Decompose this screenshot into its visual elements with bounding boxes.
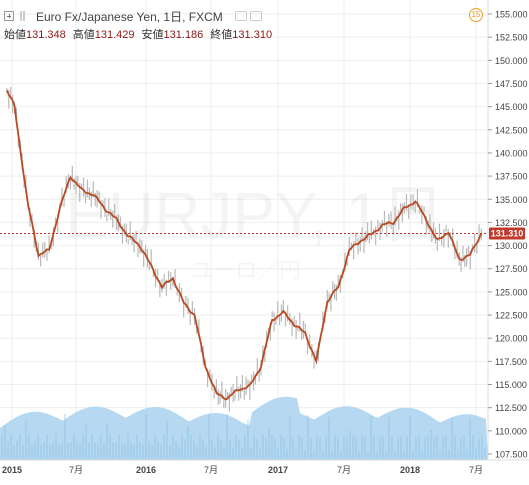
last-price-badge-bg bbox=[489, 227, 525, 240]
price-tick-label: 155.000 bbox=[495, 10, 528, 20]
time-tick-label: 7月 bbox=[469, 465, 483, 475]
price-tick-label: 130.000 bbox=[495, 241, 528, 251]
price-line bbox=[6, 90, 483, 401]
chart-header: Euro Fx/Japanese Yen, 1日, FXCM 始値131.348… bbox=[0, 0, 529, 44]
price-tick-label: 142.500 bbox=[495, 125, 528, 135]
symbol-title[interactable]: Euro Fx/Japanese Yen, 1日, FXCM bbox=[36, 9, 223, 24]
time-tick-label: 7月 bbox=[204, 465, 218, 475]
price-tick-label: 135.000 bbox=[495, 195, 528, 205]
time-tick-label: 2017 bbox=[268, 465, 288, 475]
time-tick-label: 7月 bbox=[69, 465, 83, 475]
price-tick-label: 132.500 bbox=[495, 218, 528, 228]
price-tick-label: 122.500 bbox=[495, 311, 528, 321]
price-tick-label: 125.000 bbox=[495, 287, 528, 297]
watermark-description: ユーロ／円 bbox=[191, 258, 301, 283]
ohlc-open: 始値131.348 bbox=[4, 29, 66, 41]
price-tick-label: 147.500 bbox=[495, 79, 528, 89]
price-tick-label: 120.000 bbox=[495, 334, 528, 344]
price-tick-label: 107.500 bbox=[495, 450, 528, 460]
price-tick-label: 145.000 bbox=[495, 102, 528, 112]
price-axis[interactable]: 155.000 152.500 150.000 147.500 145.000 142.5… bbox=[488, 10, 528, 460]
ohlc-row: 始値131.348 高値131.429 安値131.186 終値131.310 bbox=[4, 26, 272, 42]
clock-icon[interactable]: 15 bbox=[469, 8, 483, 22]
ohlc-low: 安値131.186 bbox=[141, 29, 204, 41]
ohlc-close: 終値131.310 bbox=[210, 29, 273, 41]
last-price-badge: 131.310 bbox=[489, 227, 525, 240]
eye-toggle-icon[interactable] bbox=[234, 11, 247, 21]
time-tick-label: 2016 bbox=[136, 465, 156, 475]
price-tick-label: 150.000 bbox=[495, 56, 528, 66]
price-tick-label: 110.000 bbox=[495, 426, 527, 436]
price-tick-label: 152.500 bbox=[495, 33, 528, 43]
price-tick-label: 112.500 bbox=[495, 403, 527, 413]
watermark: EURJPY, 1日 ユーロ／円 bbox=[65, 179, 444, 283]
header-title-row: Euro Fx/Japanese Yen, 1日, FXCM bbox=[4, 8, 262, 24]
price-tick-label: 140.000 bbox=[495, 148, 528, 158]
drag-handle-icon[interactable] bbox=[20, 11, 30, 21]
settings-toggle-icon[interactable] bbox=[249, 11, 262, 21]
price-line-layer bbox=[6, 90, 483, 401]
time-tick-label: 7月 bbox=[337, 465, 351, 475]
ohlc-high: 高値131.429 bbox=[72, 29, 135, 41]
header-toggles bbox=[234, 11, 262, 21]
time-axis[interactable]: 2015 7月 2016 7月 2017 7月 2018 7月 bbox=[2, 465, 483, 475]
expand-icon[interactable] bbox=[4, 11, 14, 21]
time-tick-label: 2018 bbox=[400, 465, 420, 475]
price-tick-label: 127.500 bbox=[495, 264, 528, 274]
volume-area bbox=[0, 396, 488, 460]
last-price-value: 131.310 bbox=[491, 228, 524, 238]
price-tick-label: 115.000 bbox=[495, 380, 527, 390]
time-tick-label: 2015 bbox=[2, 465, 22, 475]
price-tick-label: 137.500 bbox=[495, 172, 528, 182]
price-tick-label: 117.500 bbox=[495, 357, 527, 367]
watermark-symbol: EURJPY, 1日 bbox=[65, 179, 444, 251]
